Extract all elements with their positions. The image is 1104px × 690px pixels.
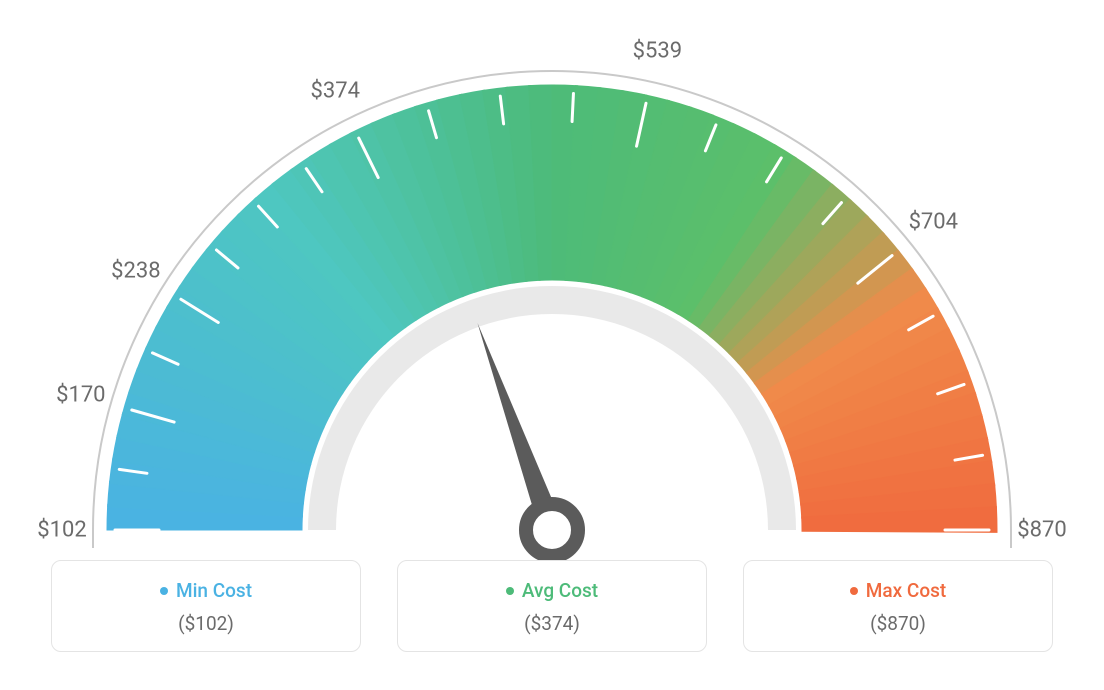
- legend-title-text: Avg Cost: [522, 579, 598, 602]
- legend-card-min: Min Cost ($102): [51, 560, 361, 652]
- legend-title-text: Max Cost: [866, 579, 946, 602]
- gauge-tick-label: $170: [56, 383, 105, 408]
- gauge-tick-label: $539: [633, 39, 682, 64]
- legend-title-min: Min Cost: [160, 579, 252, 602]
- legend-row: Min Cost ($102) Avg Cost ($374) Max Cost…: [0, 560, 1104, 652]
- legend-card-avg: Avg Cost ($374): [397, 560, 707, 652]
- legend-value-avg: ($374): [408, 612, 696, 635]
- gauge-chart: $102 $170 $238 $374 $539 $704 $870: [0, 0, 1104, 560]
- legend-card-max: Max Cost ($870): [743, 560, 1053, 652]
- legend-title-max: Max Cost: [850, 579, 946, 602]
- gauge-tick-label: $374: [311, 78, 360, 103]
- legend-value-min: ($102): [62, 612, 350, 635]
- bullet-icon: [506, 587, 514, 595]
- gauge-tick-label: $102: [37, 518, 86, 543]
- legend-title-avg: Avg Cost: [506, 579, 598, 602]
- legend-value-max: ($870): [754, 612, 1042, 635]
- gauge-tick-label: $870: [1017, 518, 1066, 543]
- bullet-icon: [850, 587, 858, 595]
- gauge-tick-label: $704: [909, 210, 958, 235]
- bullet-icon: [160, 587, 168, 595]
- gauge-tick-label: $238: [111, 259, 160, 284]
- legend-title-text: Min Cost: [176, 579, 252, 602]
- gauge-svg: [0, 0, 1104, 560]
